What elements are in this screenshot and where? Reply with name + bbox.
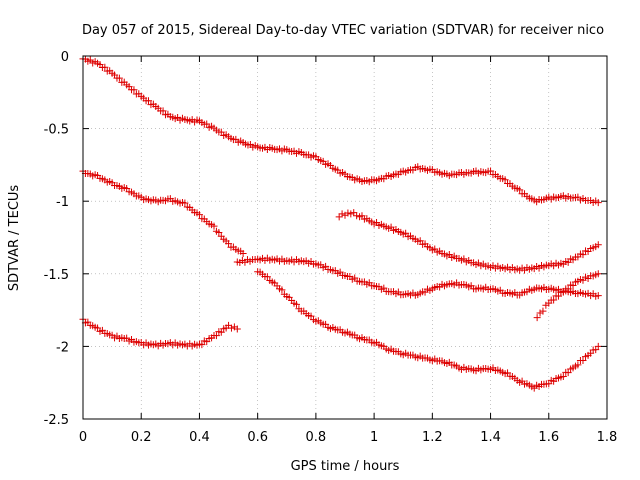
- data-point: [574, 361, 582, 369]
- data-point: [212, 332, 220, 340]
- data-point: [594, 241, 602, 249]
- data-point: [335, 213, 343, 221]
- data-point: [539, 307, 547, 315]
- data-point: [233, 325, 241, 333]
- data-point: [145, 97, 152, 105]
- data-point: [579, 251, 587, 259]
- grid: [83, 56, 607, 419]
- data-point: [181, 199, 189, 207]
- data-point: [569, 282, 577, 290]
- data-point: [159, 107, 167, 115]
- x-tick-label: 1.4: [480, 430, 501, 445]
- x-tick-label: 0.8: [306, 430, 327, 445]
- data-point: [101, 63, 109, 71]
- data-point: [579, 356, 587, 364]
- x-tick-label: 0.6: [247, 430, 268, 445]
- data-point: [215, 229, 223, 237]
- chart-title: Day 057 of 2015, Sidereal Day-to-day VTE…: [82, 23, 604, 38]
- data-point: [130, 86, 138, 94]
- x-tick-label: 0.4: [189, 430, 210, 445]
- series-6: [335, 209, 602, 274]
- data-point: [227, 324, 235, 332]
- series-5: [254, 268, 602, 392]
- data-point: [278, 286, 286, 294]
- y-tick-label: -1.5: [44, 268, 69, 283]
- data-point: [307, 312, 315, 320]
- data-point: [225, 240, 233, 248]
- x-tick-label: 1.2: [422, 430, 443, 445]
- x-tick-label: 1.8: [597, 430, 618, 445]
- data-point: [487, 167, 495, 175]
- data-point: [195, 211, 203, 219]
- data-point: [516, 186, 524, 194]
- data-point: [594, 199, 602, 207]
- data-point: [564, 369, 572, 377]
- series-7: [533, 270, 602, 322]
- y-tick-label: -0.5: [44, 123, 69, 138]
- data-point: [292, 300, 300, 308]
- series-4: [233, 254, 602, 300]
- data-point: [338, 210, 346, 218]
- y-tick-label: -1: [56, 195, 69, 210]
- data-point: [210, 222, 218, 230]
- data-point: [594, 270, 602, 278]
- data-point: [594, 342, 602, 350]
- data-point: [550, 296, 558, 304]
- x-tick-labels: 0 0.2 0.4 0.6 0.8 1 1.2 1.4 1.6 1.8: [79, 430, 617, 445]
- x-tick-label: 1: [370, 430, 378, 445]
- data-point: [350, 209, 358, 217]
- data-point: [239, 249, 247, 257]
- data-point: [594, 292, 602, 300]
- series-1: [79, 55, 602, 207]
- y-tick-label: 0: [61, 50, 69, 65]
- data-point: [554, 292, 562, 300]
- data-point: [347, 210, 355, 218]
- plot-frame: [82, 55, 608, 420]
- x-tick-label: 1.6: [538, 430, 559, 445]
- data-point: [115, 74, 123, 82]
- y-axis-title: SDTVAR / TECUs: [7, 185, 22, 292]
- data-point: [559, 373, 567, 381]
- data-point: [263, 273, 271, 281]
- x-axis-title: GPS time / hours: [291, 459, 400, 474]
- data-point: [564, 285, 572, 293]
- x-tick-label: 0: [79, 430, 87, 445]
- data-points: [79, 55, 602, 392]
- data-point: [198, 341, 206, 349]
- data-point: [533, 314, 541, 322]
- y-tick-label: -2.5: [44, 413, 69, 428]
- data-point: [536, 309, 544, 317]
- axis-ticks: [82, 55, 608, 420]
- data-point: [416, 237, 424, 245]
- series-3: [79, 315, 241, 350]
- y-tick-label: -2: [56, 340, 69, 355]
- x-tick-label: 0.2: [131, 430, 152, 445]
- y-tick-labels: 0 -0.5 -1 -1.5 -2 -2.5: [44, 50, 69, 428]
- data-point: [501, 176, 509, 184]
